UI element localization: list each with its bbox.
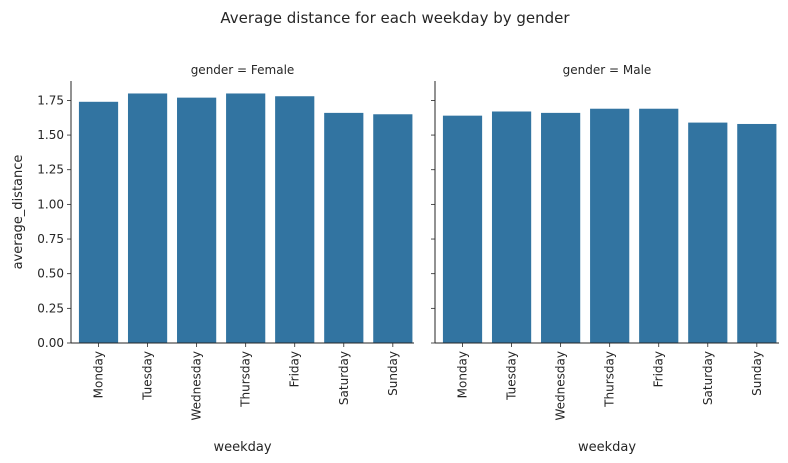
x-tick-label: Tuesday	[505, 351, 519, 401]
bar-tuesday	[491, 111, 532, 344]
bar-wednesday	[177, 97, 217, 343]
x-tick-label: Friday	[652, 351, 666, 387]
x-tick-label: Sunday	[750, 351, 764, 396]
x-tick-label: Friday	[288, 351, 302, 387]
bar-monday	[78, 101, 119, 344]
panels: gender = Female Monday Tuesday Wednesday Thu…	[11, 63, 779, 455]
y-tick-label: 0.50	[37, 267, 64, 281]
x-tick-label: Sunday	[386, 351, 400, 396]
y-tick-label: 1.25	[37, 163, 64, 177]
x-tick-label: Monday	[456, 351, 470, 398]
x-tick-label: Tuesday	[141, 351, 155, 401]
x-tick-label: Saturday	[701, 351, 715, 405]
bar-saturday	[688, 122, 728, 343]
bar-tuesday	[127, 93, 168, 343]
panel-title: gender = Female	[191, 63, 295, 77]
y-axis-label: average_distance	[11, 155, 26, 270]
y-tick-label: 1.75	[37, 93, 64, 107]
x-axis-label: weekday	[578, 440, 636, 455]
y-tick-label: 0.00	[37, 336, 64, 350]
panel-1: gender = Female Monday Tuesday Wednesday Thu…	[11, 63, 414, 455]
x-tick-label: Thursday	[603, 351, 617, 408]
bar-sunday	[373, 114, 413, 344]
y-tick-label: 1.00	[37, 197, 64, 211]
bar-friday	[275, 96, 315, 343]
x-tick-label: Wednesday	[190, 351, 204, 420]
y-tick-label: 1.50	[37, 128, 64, 142]
bar-wednesday	[541, 112, 581, 343]
bar-sunday	[737, 123, 777, 343]
x-tick-label: Saturday	[337, 351, 351, 405]
y-tick-label: 0.25	[37, 301, 64, 315]
bar-thursday	[590, 108, 630, 343]
x-tick-label: Thursday	[239, 351, 253, 408]
panel-2: gender = Male Monday Tuesday Wednesday Thurs…	[431, 63, 779, 455]
bar-friday	[639, 108, 679, 343]
y-tick-label: 0.75	[37, 232, 64, 246]
bar-monday	[442, 115, 483, 343]
x-tick-label: Monday	[92, 351, 106, 398]
panel-title: gender = Male	[563, 63, 652, 77]
figure-title: Average distance for each weekday by gen…	[220, 9, 570, 27]
bar-thursday	[226, 93, 266, 343]
x-tick-label: Wednesday	[554, 351, 568, 420]
x-axis-label: weekday	[213, 440, 271, 455]
bar-saturday	[324, 112, 364, 343]
